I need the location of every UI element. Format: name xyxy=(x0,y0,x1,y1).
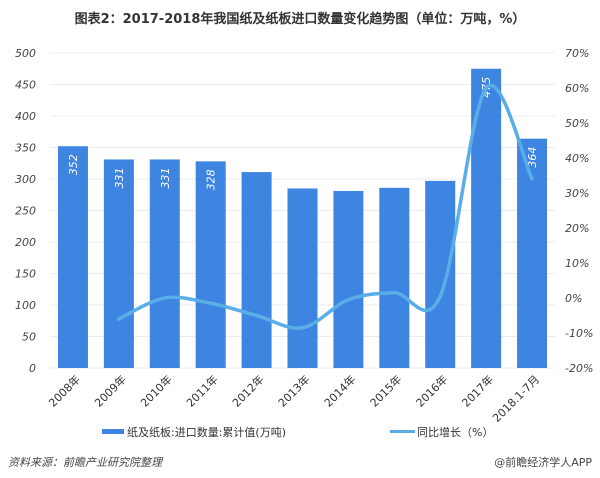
x-tick-label: 2015年 xyxy=(367,372,404,409)
legend-bar-label: 纸及纸板:进口数量:累计值(万吨) xyxy=(127,425,286,439)
x-tick-label: 2016年 xyxy=(413,372,450,409)
x-tick-label: 2013年 xyxy=(275,372,312,409)
legend-line-swatch xyxy=(390,430,415,433)
bar xyxy=(103,159,134,368)
left-tick-label: 350 xyxy=(15,142,36,155)
x-tick-label: 2008年 xyxy=(46,372,83,409)
bar xyxy=(517,138,548,368)
right-tick-label: -20% xyxy=(565,362,593,375)
right-tick-label: 40% xyxy=(565,152,589,165)
source-note: 资料来源：前瞻产业研究院整理 xyxy=(8,456,162,469)
left-tick-label: 500 xyxy=(15,47,36,60)
left-tick-label: 400 xyxy=(15,110,36,123)
left-tick-label: 100 xyxy=(15,299,36,312)
bar xyxy=(241,172,272,368)
right-tick-label: 0% xyxy=(565,292,582,305)
chart-title: 图表2：2017-2018年我国纸及纸板进口数量变化趋势图（单位：万吨，%） xyxy=(74,12,526,27)
bar xyxy=(149,159,180,368)
left-tick-label: 450 xyxy=(15,79,36,92)
bar xyxy=(425,180,456,368)
right-tick-label: 50% xyxy=(565,117,589,130)
left-tick-label: 150 xyxy=(15,268,36,281)
legend-bar-swatch xyxy=(102,429,124,434)
growth-line xyxy=(117,83,534,330)
right-tick-label: 30% xyxy=(565,187,589,200)
left-tick-label: 250 xyxy=(15,205,36,218)
bar-data-label: 331 xyxy=(159,167,172,188)
x-tick-label: 2009年 xyxy=(92,372,129,409)
bar xyxy=(333,190,364,368)
right-tick-label: 60% xyxy=(565,82,589,95)
right-tick-label: 10% xyxy=(565,257,589,270)
right-tick-label: 20% xyxy=(565,222,589,235)
left-tick-label: 0 xyxy=(29,362,36,375)
bar xyxy=(287,188,318,368)
right-tick-label: -10% xyxy=(565,327,593,340)
bar xyxy=(379,187,410,368)
brand-credit: @前瞻经济学人APP xyxy=(494,456,592,469)
legend-line-label: 同比增长（%） xyxy=(417,425,493,439)
x-tick-label: 2017年 xyxy=(459,372,496,409)
left-tick-label: 300 xyxy=(15,173,36,186)
left-tick-label: 50 xyxy=(22,331,36,344)
x-tick-label: 2012年 xyxy=(229,372,266,409)
bar-data-label: 331 xyxy=(113,167,126,188)
x-tick-label: 2018.1-7月 xyxy=(490,373,542,425)
right-tick-label: 70% xyxy=(565,47,589,60)
bar xyxy=(195,161,226,368)
bar-data-label: 364 xyxy=(526,147,539,168)
bar-data-label: 352 xyxy=(67,154,80,175)
x-tick-label: 2014年 xyxy=(321,372,358,409)
x-tick-label: 2010年 xyxy=(137,372,174,409)
x-tick-label: 2011年 xyxy=(183,372,220,409)
left-tick-label: 200 xyxy=(15,236,36,249)
bar xyxy=(57,146,88,368)
bar-data-label: 328 xyxy=(205,169,218,190)
